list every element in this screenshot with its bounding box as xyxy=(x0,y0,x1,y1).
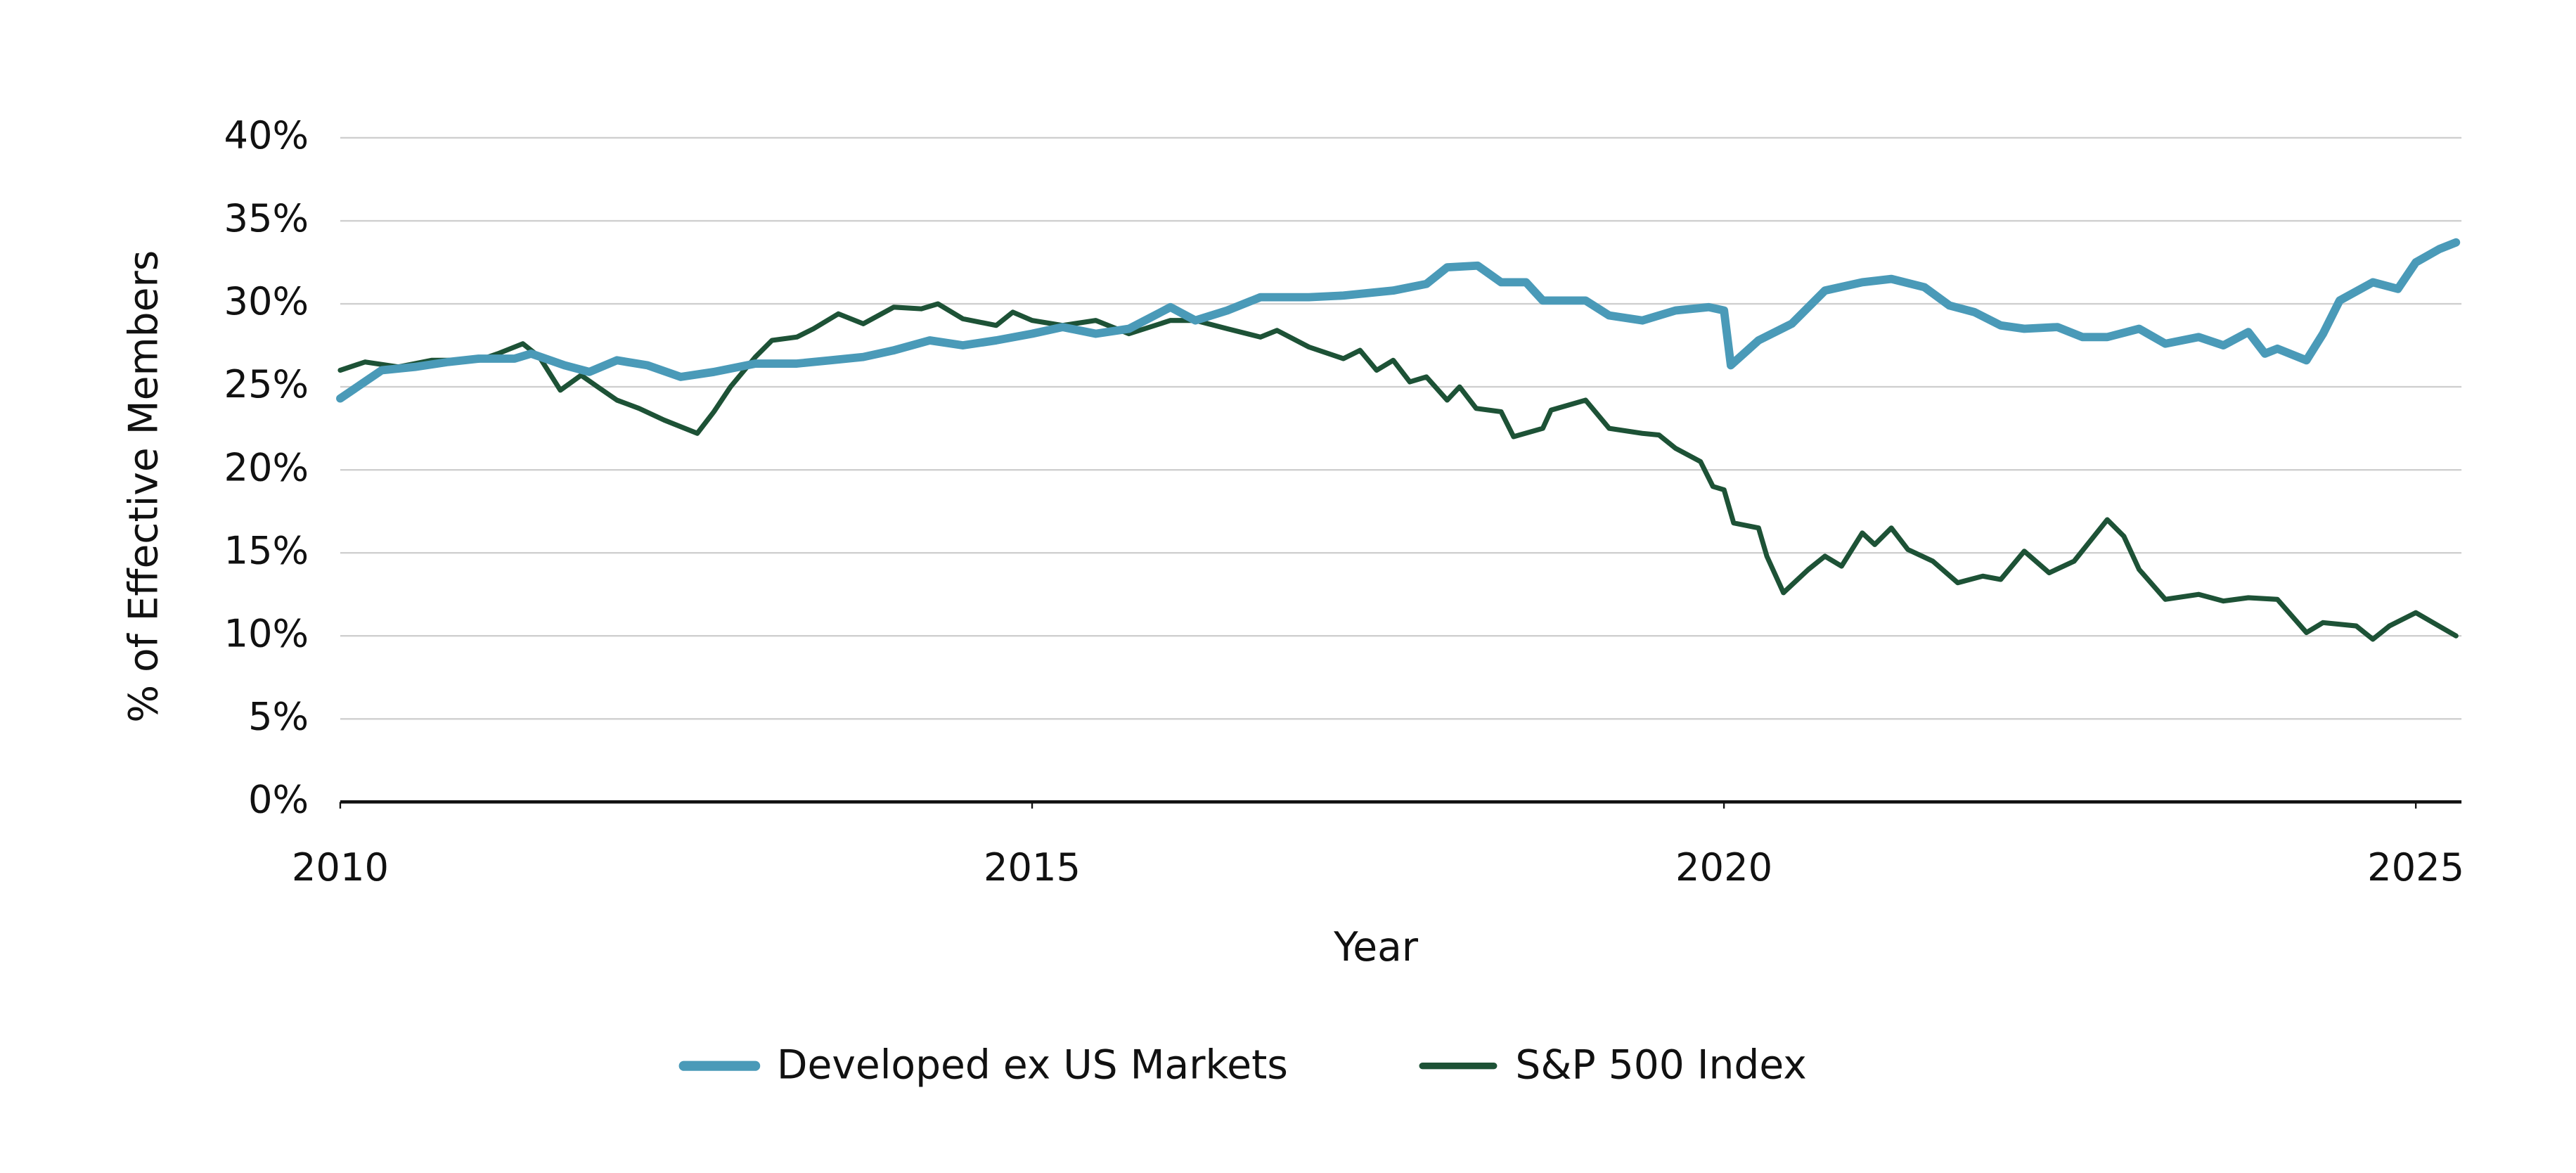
legend-label: Developed ex US Markets xyxy=(777,1042,1288,1089)
x-axis-title: Year xyxy=(1333,924,1419,970)
x-tick-label: 2015 xyxy=(984,845,1081,890)
y-tick-label: 35% xyxy=(224,196,309,241)
y-axis-title: % of Effective Members xyxy=(120,250,167,723)
y-tick-label: 20% xyxy=(224,445,309,489)
y-tick-label: 30% xyxy=(224,279,309,323)
y-tick-label: 40% xyxy=(224,113,309,158)
y-tick-label: 10% xyxy=(224,611,309,655)
y-tick-label: 5% xyxy=(248,694,309,738)
y-tick-label: 0% xyxy=(248,777,309,821)
data-line xyxy=(336,238,2461,403)
y-tick-label: 15% xyxy=(224,528,309,572)
x-tick-label: 2025 xyxy=(2367,845,2464,890)
x-tick-label: 2020 xyxy=(1675,845,1772,890)
legend-label: S&P 500 Index xyxy=(1515,1042,1806,1089)
x-tick-label: 2010 xyxy=(292,845,389,890)
data-line xyxy=(337,301,2459,642)
y-tick-label: 25% xyxy=(224,362,309,406)
